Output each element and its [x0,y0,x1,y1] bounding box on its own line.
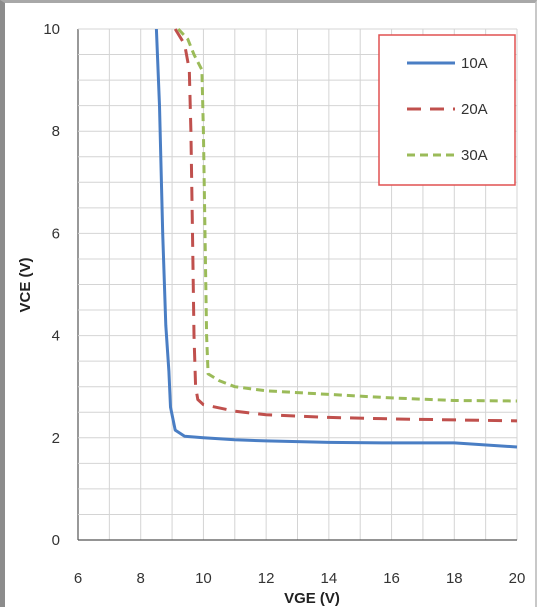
y-axis-title: VCE (V) [17,257,34,312]
legend: 10A 20A 30A [378,34,516,186]
x-tick-label: 8 [137,570,145,587]
x-tick-label: 10 [195,570,212,587]
x-tick-label: 12 [258,570,275,587]
x-tick-label: 14 [321,570,338,587]
x-tick-labels: 6 8 10 12 14 16 18 20 [74,570,526,587]
y-tick-label: 0 [52,532,60,549]
y-tick-label: 6 [52,225,60,242]
y-tick-labels: 0 2 4 6 8 10 [43,21,60,549]
y-tick-label: 4 [52,328,60,345]
series-line-30a [177,27,518,403]
y-tick-label: 2 [52,430,60,447]
y-tick-label: 10 [43,21,60,38]
legend-label-30a: 30A [461,147,488,164]
x-tick-label: 16 [383,570,400,587]
x-tick-label: 20 [509,570,526,587]
legend-box [378,34,516,186]
series-line-20a [173,28,518,423]
series-line-10a [154,28,518,449]
legend-label-10a: 10A [461,55,488,72]
y-tick-label: 8 [52,123,60,140]
legend-label-20a: 20A [461,101,488,118]
x-tick-label: 18 [446,570,463,587]
series-layer [154,27,518,449]
x-tick-label: 6 [74,570,82,587]
x-axis-title: VGE (V) [284,590,340,607]
